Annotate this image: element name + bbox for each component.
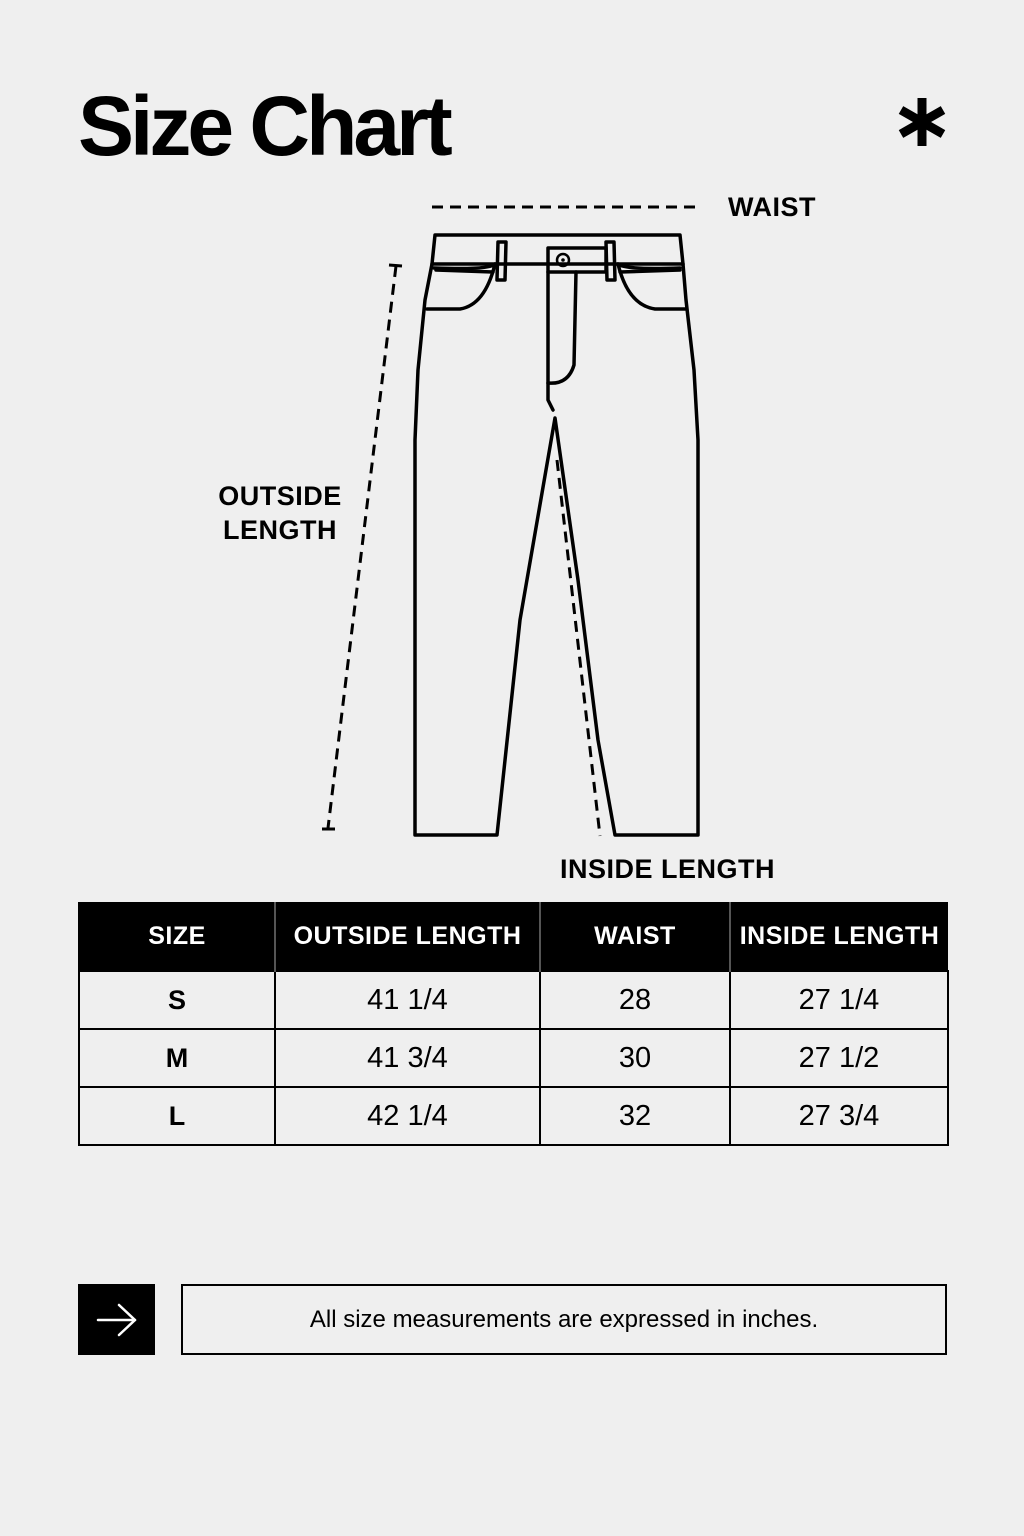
header-waist: WAIST	[539, 902, 730, 971]
button-tab	[546, 246, 608, 274]
header-inside-length: INSIDE LENGTH	[729, 902, 948, 971]
table-row: L 42 1/4 32 27 3/4	[78, 1086, 949, 1146]
inside-length-label: INSIDE LENGTH	[560, 854, 776, 884]
outside-length-measure-line	[326, 265, 398, 829]
header-outside-length: OUTSIDE LENGTH	[274, 902, 540, 971]
pocket-right-stitch	[618, 268, 682, 274]
arrow-button[interactable]	[78, 1284, 155, 1355]
pocket-left-stitch	[434, 268, 495, 274]
outside-length-label: OUTSIDE LENGTH	[218, 481, 342, 545]
button-icon	[555, 252, 571, 268]
waist-label: WAIST	[728, 192, 816, 222]
inside-length-measure-line	[555, 459, 602, 837]
fly-curve	[546, 270, 578, 385]
table-row: S 41 1/4 28 27 1/4	[78, 970, 949, 1030]
measurement-note-text: All size measurements are expressed in i…	[309, 1305, 819, 1333]
table-header-row: SIZE OUTSIDE LENGTH WAIST INSIDE LENGTH	[78, 902, 948, 971]
measurement-note: All size measurements are expressed in i…	[181, 1284, 947, 1355]
page-title: Size Chart	[78, 79, 453, 173]
pants-diagram	[322, 205, 702, 837]
size-cell: S	[78, 970, 276, 1030]
pants-outline	[413, 262, 700, 837]
inside-length-cell: 27 1/4	[729, 970, 949, 1030]
inside-length-cell: 27 1/2	[729, 1028, 949, 1088]
pocket-left	[425, 262, 497, 311]
waist-cell: 28	[539, 970, 731, 1030]
size-cell: M	[78, 1028, 276, 1088]
asterisk-icon	[898, 98, 946, 146]
inside-length-cell: 27 3/4	[729, 1086, 949, 1146]
belt-loop-left	[495, 240, 508, 282]
table-row: M 41 3/4 30 27 1/2	[78, 1028, 949, 1088]
size-table: SIZE OUTSIDE LENGTH WAIST INSIDE LENGTH …	[78, 902, 949, 1146]
outside-length-cell: 42 1/4	[274, 1086, 541, 1146]
waist-cell: 32	[539, 1086, 731, 1146]
pocket-right	[616, 262, 688, 311]
arrow-right-icon	[96, 1303, 136, 1336]
outside-length-cell: 41 3/4	[274, 1028, 541, 1088]
waist-cell: 30	[539, 1028, 731, 1088]
outside-length-cell: 41 1/4	[274, 970, 541, 1030]
header-size: SIZE	[78, 902, 275, 971]
fly-stitch	[546, 270, 555, 412]
size-cell: L	[78, 1086, 276, 1146]
